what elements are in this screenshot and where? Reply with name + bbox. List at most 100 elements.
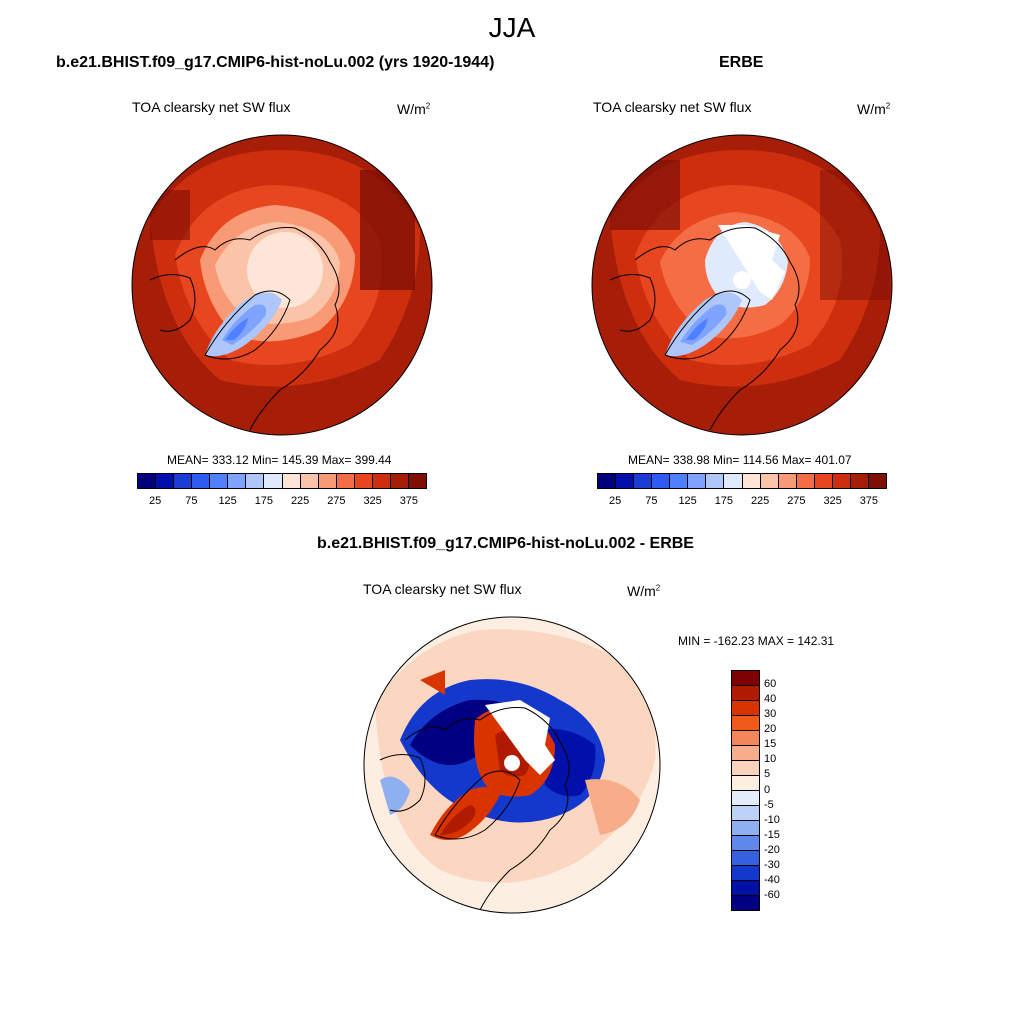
panel1-colorbar xyxy=(137,473,427,489)
panel2-colorbar-swatch xyxy=(688,474,707,488)
panel3-colorbar-swatch xyxy=(732,866,759,881)
panel2-colorbar-swatch xyxy=(850,474,869,488)
figure-title: JJA xyxy=(488,12,536,43)
map1-field xyxy=(132,135,432,435)
panel3-colorbar xyxy=(731,670,760,911)
panel3-colorbar-tick: 0 xyxy=(764,783,771,796)
panel2-colorbar-tick: 375 xyxy=(859,495,879,507)
panel1-colorbar-tick: 325 xyxy=(363,495,382,507)
panel3-colorbar-swatch xyxy=(732,731,759,746)
panel2-colorbar-swatch xyxy=(742,474,761,488)
panel3-colorbar-tick: -5 xyxy=(764,798,774,811)
panel2-colorbar-tick: 225 xyxy=(750,495,770,507)
panel1-colorbar-swatch xyxy=(300,474,319,488)
map2-coastlines xyxy=(609,227,800,431)
panel2-colorbar-swatch xyxy=(652,474,671,488)
panel2-units-base: W/m xyxy=(857,101,886,117)
panel3-colorbar-tick: 15 xyxy=(764,738,777,751)
panel2-colorbar-tick: 75 xyxy=(645,495,658,507)
panel1-colorbar-tick: 175 xyxy=(254,495,274,507)
map3-boundary xyxy=(363,616,661,914)
panel2-colorbar-tick: 125 xyxy=(678,495,697,507)
panel2-colorbar-swatch xyxy=(832,474,851,488)
panel3-colorbar-tick: -60 xyxy=(764,888,780,901)
panel1-title: b.e21.BHIST.f09_g17.CMIP6-hist-noLu.002 … xyxy=(56,54,495,71)
panel1-colorbar-tick: 275 xyxy=(327,495,346,507)
panel1-colorbar-swatch xyxy=(390,474,409,488)
panel2-stats: MEAN= 338.98 Min= 114.56 Max= 401.07 xyxy=(628,453,852,467)
panel2-title: ERBE xyxy=(719,54,764,71)
panel3-colorbar-swatch xyxy=(732,791,759,806)
panel3-units: W/m2 xyxy=(627,583,660,599)
panel1-colorbar-swatch xyxy=(264,474,283,488)
panel3-colorbar-tick: 30 xyxy=(764,708,777,721)
panel2-colorbar-swatch xyxy=(616,474,635,488)
panel3-colorbar-swatch xyxy=(732,671,759,686)
panel3-colorbar-tick: 60 xyxy=(764,678,777,691)
map2-boundary xyxy=(591,134,893,436)
panel3-colorbar-swatch xyxy=(732,836,759,851)
panel3-colorbar-tick: 40 xyxy=(764,693,777,706)
panel2-colorbar-swatch xyxy=(760,474,779,488)
panel1-units-exp: 2 xyxy=(425,101,431,111)
panel1-variable: TOA clearsky net SW flux xyxy=(132,99,291,115)
panel1-units-base: W/m xyxy=(397,101,426,117)
panel2-colorbar-swatch xyxy=(598,474,617,488)
panel3-colorbar-swatch xyxy=(732,746,759,761)
panel3-colorbar-swatch xyxy=(732,806,759,821)
panel1-colorbar-swatch xyxy=(192,474,211,488)
panel2-variable: TOA clearsky net SW flux xyxy=(593,99,752,115)
panel1-colorbar-tick: 25 xyxy=(149,495,162,507)
panel1-colorbar-swatch xyxy=(408,474,426,488)
panel2-colorbar-swatch xyxy=(724,474,743,488)
panel3-colorbar-tick: -20 xyxy=(764,843,780,856)
panel3-colorbar-swatch xyxy=(732,776,759,791)
panel3-colorbar-tick: 20 xyxy=(764,723,777,736)
panel1-colorbar-swatch xyxy=(282,474,301,488)
panel2-colorbar-swatch xyxy=(778,474,797,488)
panel1-colorbar-swatch xyxy=(138,474,157,488)
panel3-colorbar-tick: -10 xyxy=(764,813,780,826)
panel2-colorbar-swatch xyxy=(796,474,815,488)
panel2-colorbar-swatch xyxy=(706,474,725,488)
map2-field xyxy=(592,135,892,435)
panel3-colorbar-tick: -30 xyxy=(764,858,780,871)
panel3-colorbar-swatch xyxy=(732,686,759,701)
panel3-colorbar-tick: -40 xyxy=(764,873,780,886)
panel1-colorbar-swatch xyxy=(354,474,373,488)
panel1-colorbar-swatch xyxy=(246,474,265,488)
panel2-colorbar-swatch xyxy=(868,474,886,488)
panel1-colorbar-swatch xyxy=(156,474,175,488)
panel1-units: W/m2 xyxy=(397,101,430,117)
panel3-stats: MIN = -162.23 MAX = 142.31 xyxy=(678,634,835,648)
panel1-colorbar-swatch xyxy=(174,474,193,488)
panel3-title: b.e21.BHIST.f09_g17.CMIP6-hist-noLu.002 … xyxy=(317,535,694,552)
panel1-colorbar-tick: 225 xyxy=(290,495,310,507)
panel2-units-exp: 2 xyxy=(885,101,891,111)
panel3-units-base: W/m xyxy=(627,583,656,599)
panel2-colorbar-swatch xyxy=(634,474,653,488)
panel2-colorbar-tick: 25 xyxy=(609,495,622,507)
panel2-colorbar-tick: 325 xyxy=(823,495,842,507)
panel2-colorbar-tick: 275 xyxy=(787,495,806,507)
panel1-stats: MEAN= 333.12 Min= 145.39 Max= 399.44 xyxy=(167,453,392,467)
panel2-units: W/m2 xyxy=(857,101,890,117)
panel1-colorbar-swatch xyxy=(228,474,247,488)
panel3-colorbar-tick: 10 xyxy=(764,753,777,766)
panel3-colorbar-swatch xyxy=(732,851,759,866)
panel3-colorbar-tick: -15 xyxy=(764,828,780,841)
panel2-colorbar-swatch xyxy=(670,474,689,488)
panel2-colorbar xyxy=(597,473,887,489)
panel3-colorbar-swatch xyxy=(732,761,759,776)
panel1-colorbar-swatch xyxy=(336,474,355,488)
map3-coastlines xyxy=(379,707,570,911)
panel1-colorbar-swatch xyxy=(372,474,391,488)
map1-boundary xyxy=(131,134,433,436)
panel1-colorbar-tick: 375 xyxy=(399,495,419,507)
panel1-colorbar-tick: 75 xyxy=(185,495,198,507)
panel2-colorbar-swatch xyxy=(814,474,833,488)
panel3-colorbar-tick: 5 xyxy=(764,768,771,781)
panel3-colorbar-swatch xyxy=(732,821,759,836)
panel1-colorbar-tick: 125 xyxy=(218,495,237,507)
